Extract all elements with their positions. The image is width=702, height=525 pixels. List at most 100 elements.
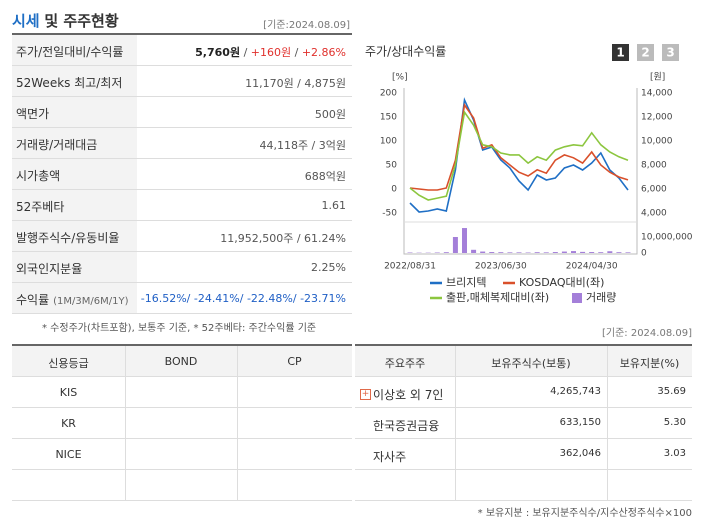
volume-bar: [589, 252, 595, 253]
column-header: BOND: [164, 355, 198, 368]
tab[interactable]: [612, 44, 629, 61]
value-part: 2.25%: [311, 261, 346, 274]
row-label: 액면가: [16, 107, 50, 121]
row-sublabel: (1M/3M/6M/1Y): [53, 296, 129, 307]
value-part: /: [291, 46, 302, 59]
column-header: 신용등급: [48, 357, 89, 370]
legend-swatch: [572, 293, 582, 303]
label-cell: [12, 97, 137, 128]
tab-label[interactable]: 1: [616, 46, 624, 60]
title-highlight: 시세: [12, 12, 40, 30]
row-line: [12, 438, 352, 439]
col-line: [125, 408, 126, 439]
y2-tick-label: 8,000: [641, 161, 667, 171]
note: * 수정주가(차트포함), 보통주 기준, * 52주베타: 주간수익률 기준: [42, 323, 317, 334]
row-line: [137, 282, 352, 283]
row-line: [355, 438, 692, 439]
col-line: [125, 346, 126, 377]
column-header: CP: [287, 355, 302, 368]
value-part: 1.61: [321, 199, 347, 212]
row-line: [12, 376, 352, 377]
col-line: [237, 470, 238, 501]
row-line: [137, 189, 352, 190]
row-label-main: 수익률: [16, 293, 50, 307]
volume-bar: [516, 252, 522, 253]
row-label: 발행주식수/유동비율: [16, 231, 120, 245]
note: * 보유지분 : 보유지분주식수/지수산정주식수×100: [477, 508, 692, 519]
date: [기준:2024.08.09]: [263, 20, 350, 31]
column-header: 주요주주: [384, 357, 426, 370]
col-line: [125, 470, 126, 501]
y-tick-label: -50: [382, 209, 397, 219]
row-line: [355, 407, 692, 408]
value-part: /: [240, 46, 251, 59]
row-line: [12, 407, 352, 408]
value-part: 11,170원 / 4,875원: [245, 77, 346, 90]
x-tick-label: 2024/04/30: [566, 262, 618, 272]
volume-bar: [607, 251, 613, 253]
row-line: [355, 500, 692, 501]
row-label: 수익률 (1M/3M/6M/1Y): [16, 291, 128, 308]
cell: NICE: [55, 448, 82, 461]
col-line: [607, 408, 608, 439]
rule: [355, 344, 692, 346]
date: [기준: 2024.08.09]: [601, 328, 692, 339]
col-line: [237, 346, 238, 377]
legend-label: 출판,매체복제대비(좌): [446, 291, 549, 304]
tab[interactable]: [662, 44, 679, 61]
row-value: 500원: [315, 106, 346, 122]
title: 및 주주현황: [44, 12, 119, 30]
row-line: [137, 251, 352, 252]
tab-label[interactable]: 2: [641, 46, 649, 60]
rule: [12, 344, 352, 346]
row-value: 2.25%: [311, 261, 346, 274]
row-label: 거래량/거래대금: [16, 138, 98, 152]
value-part: 44,118주 / 3억원: [259, 139, 346, 152]
cell: 633,150: [559, 417, 601, 428]
col-line: [125, 439, 126, 470]
col-line: [237, 408, 238, 439]
y-tick-label: 150: [380, 113, 397, 123]
col-line: [455, 408, 456, 439]
x-tick-label: 2022/08/31: [384, 262, 436, 272]
row-value: 11,170원 / 4,875원: [245, 75, 346, 91]
row-label: 주가/전일대비/수익률: [16, 45, 124, 59]
volume-bar: [580, 251, 586, 253]
col-line: [125, 377, 126, 408]
volume-bar: [480, 251, 486, 253]
col-line: [455, 470, 456, 501]
row-line: [355, 469, 692, 470]
cell: 362,046: [559, 448, 601, 459]
expand-icon[interactable]: +: [360, 389, 371, 400]
volume-bar: [489, 252, 495, 253]
row-line: [12, 500, 352, 501]
y2-tick-label: 6,000: [641, 185, 667, 195]
y-tick-label: 50: [386, 161, 398, 171]
col-line: [607, 377, 608, 408]
tab[interactable]: [637, 44, 654, 61]
row-line: [137, 96, 352, 97]
series-line: [409, 97, 629, 213]
label-cell: [12, 283, 137, 314]
tab-label[interactable]: 3: [666, 46, 674, 60]
volume-bar: [507, 252, 513, 253]
series-line: [409, 102, 629, 191]
label-cell: [12, 190, 137, 221]
row-label: 시가총액: [16, 169, 61, 183]
cell: 이상호 외 7인: [373, 388, 444, 402]
volume-bar: [552, 252, 558, 253]
y2-tick-label: 10,000: [641, 137, 673, 147]
legend-label: KOSDAQ대비(좌): [519, 276, 604, 289]
row-line: [137, 313, 352, 314]
label-cell: [12, 221, 137, 252]
cell: KIS: [59, 386, 78, 399]
series-line: [409, 110, 629, 201]
value-part: 500원: [314, 108, 346, 121]
y3-tick-label: 10,000,000: [641, 233, 693, 243]
col-line: [237, 439, 238, 470]
row-label: 외국인지분율: [16, 262, 83, 276]
col-line: [455, 377, 456, 408]
column-header: 보유지분(%): [619, 357, 680, 370]
column-header: 보유주식수(보통): [491, 357, 571, 370]
row-line: [137, 65, 352, 66]
